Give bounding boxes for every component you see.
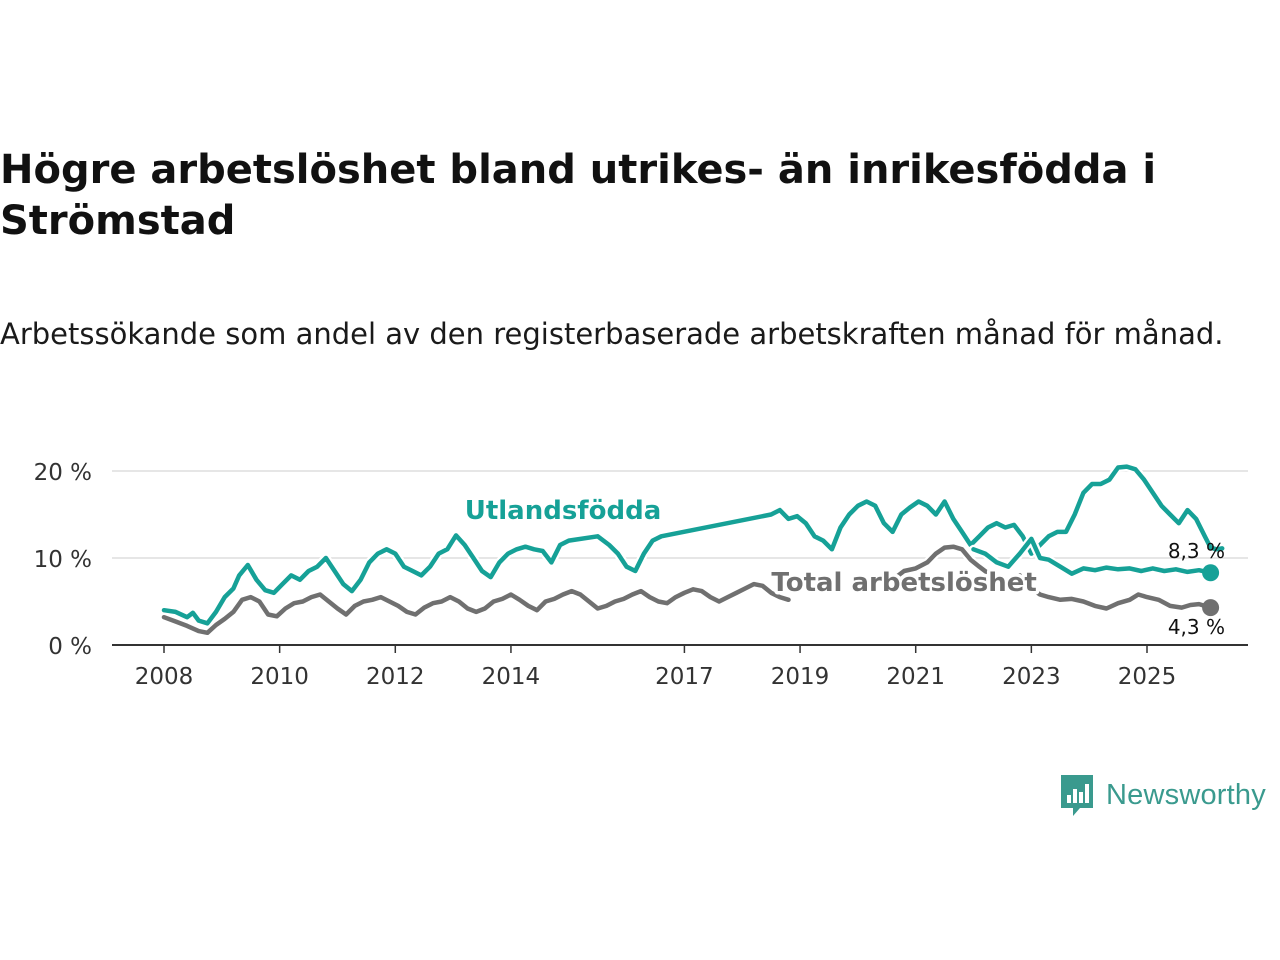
series-label-halo-total-arbetsl-shet: Total arbetslöshet [771, 568, 1036, 598]
axes: 0 % 10 % 20 % 2008 2010 2012 2014 2017 2019 2021 2… [34, 460, 1248, 690]
series-label-halo-utlandsf-dda: Utlandsfödda [465, 496, 662, 526]
newsworthy-logo-icon [1061, 775, 1093, 816]
series-line-utlandsf-dda [971, 536, 1213, 576]
brand-name: Newsworthy [1106, 778, 1266, 811]
series-line-utlandsf-dda [161, 464, 1225, 626]
series-label-utlandsf-dda: Utlandsfödda [465, 496, 662, 526]
x-tick-label: 2010 [250, 664, 309, 690]
labels: 8,3 %4,3 %UtlandsföddaUtlandsföddaTotal … [461, 492, 1225, 639]
x-tick-label: 2021 [886, 664, 945, 690]
series-end-marker-total-arbetsl-shet [1202, 599, 1220, 617]
series-line-total-arbetsl-shet [890, 544, 1023, 587]
x-tick-label: 2017 [655, 664, 714, 690]
y-tick-label: 10 % [34, 547, 92, 573]
x-tick-label: 2014 [482, 664, 541, 690]
series-label-total-arbetsl-shet: Total arbetslöshet [771, 568, 1036, 598]
series-line-total-arbetsl-shet [161, 581, 791, 636]
grid-lines [112, 470, 1248, 559]
series-lines [159, 462, 1227, 638]
line-chart: 0 % 10 % 20 % 2008 2010 2012 2014 2017 2019 2021 2… [34, 460, 1248, 690]
end-value-label-utlandsf-dda: 8,3 % [1168, 539, 1225, 563]
series-end-marker-utlandsf-dda [1202, 564, 1220, 582]
x-tick-label: 2019 [771, 664, 830, 690]
y-tick-label: 0 % [48, 634, 92, 660]
brand-logo: Newsworthy [1058, 772, 1266, 818]
x-tick-label: 2012 [366, 664, 425, 690]
y-tick-label: 20 % [34, 460, 92, 486]
x-tick-label: 2025 [1118, 664, 1177, 690]
end-value-label-total-arbetsl-shet: 4,3 % [1168, 615, 1225, 639]
x-tick-label: 2023 [1002, 664, 1061, 690]
x-tick-label: 2008 [135, 664, 194, 690]
chart-subtitle: Arbetssökande som andel av den registerb… [0, 317, 1224, 351]
series-line-total-arbetsl-shet [1029, 586, 1213, 611]
chart-title: Högre arbetslöshet bland utrikes- än inr… [0, 147, 1157, 244]
